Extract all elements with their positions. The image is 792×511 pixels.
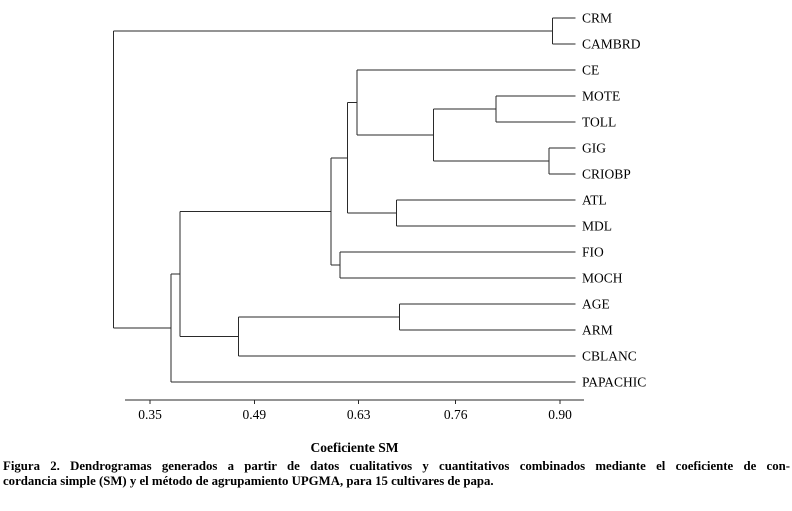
leaf-label: CRIOBP <box>582 167 631 182</box>
leaf-label: CAMBRD <box>582 37 641 52</box>
figure-caption: Figura 2. Dendrogramas generados a parti… <box>3 459 790 488</box>
leaf-label: AGE <box>582 297 610 312</box>
axis-tick-label: 0.49 <box>243 407 267 422</box>
leaf-label: PAPACHIC <box>582 375 646 390</box>
axis-tick-label: 0.35 <box>138 407 162 422</box>
leaf-label: CBLANC <box>582 349 637 364</box>
axis-tick-label: 0.76 <box>444 407 468 422</box>
leaf-label: MDL <box>582 219 612 234</box>
caption-line-2: cordancia simple (SM) y el método de agr… <box>3 473 494 488</box>
leaf-label: FIO <box>582 245 604 260</box>
dendrogram-chart: CRM CAMBRD CE MOTE TOLL GIG CRIOBP ATL MDL FIO MOC… <box>112 11 646 455</box>
leaf-label: MOTE <box>582 89 620 104</box>
leaf-label: ARM <box>582 323 613 338</box>
x-axis-title: Coeficiente SM <box>310 440 398 455</box>
caption-line-1: Figura 2. Dendrogramas generados a parti… <box>3 459 790 473</box>
leaf-label: TOLL <box>582 115 616 130</box>
leaf-label: ATL <box>582 193 607 208</box>
leaf-label: MOCH <box>582 271 623 286</box>
axis-tick-label: 0.90 <box>548 407 572 422</box>
leaf-label: GIG <box>582 141 606 156</box>
leaf-label: CRM <box>582 11 612 26</box>
leaf-label: CE <box>582 63 599 78</box>
axis-tick-label: 0.63 <box>347 407 371 422</box>
